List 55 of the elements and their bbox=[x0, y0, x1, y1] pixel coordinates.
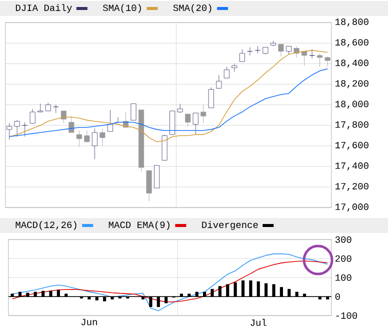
candlestick bbox=[224, 66, 230, 78]
legend-label: SMA(20) bbox=[173, 4, 212, 13]
legend-label: MACD EMA(9) bbox=[108, 221, 170, 230]
y-tick-label: 300 bbox=[335, 236, 352, 243]
y-tick-label: 17,000 bbox=[335, 204, 368, 212]
candlestick bbox=[6, 123, 12, 140]
candlestick bbox=[84, 130, 90, 144]
candlestick bbox=[68, 116, 74, 133]
candlestick bbox=[14, 120, 20, 137]
candlestick bbox=[76, 130, 82, 148]
candlestick bbox=[185, 114, 191, 127]
y-tick-label: 17,200 bbox=[335, 182, 368, 192]
candlestick bbox=[30, 108, 36, 124]
candlestick bbox=[239, 49, 245, 62]
legend-label: SMA(10) bbox=[102, 4, 141, 13]
candlestick bbox=[22, 122, 28, 137]
candlestick bbox=[38, 104, 44, 112]
y-tick-label: 17,400 bbox=[335, 162, 368, 170]
candlestick bbox=[317, 53, 323, 67]
candlestick bbox=[247, 47, 253, 56]
y-tick-label: 17,800 bbox=[335, 121, 368, 130]
candlestick bbox=[208, 87, 214, 108]
x-tick-label: Jun bbox=[81, 318, 97, 326]
y-tick-label: 0 bbox=[335, 293, 340, 300]
candlestick bbox=[177, 104, 183, 114]
candlestick bbox=[278, 44, 284, 57]
y-tick-label: 17,600 bbox=[335, 142, 368, 150]
y-tick-label: 200 bbox=[335, 255, 352, 262]
y-tick-label: 100 bbox=[335, 274, 352, 281]
candlestick bbox=[232, 63, 238, 72]
legend-label: MACD(12,26) bbox=[16, 221, 76, 230]
y-tick-label: -100 bbox=[336, 312, 358, 319]
candlestick bbox=[309, 49, 315, 59]
candlestick bbox=[192, 112, 198, 135]
line-series bbox=[12, 260, 328, 302]
candlestick bbox=[170, 110, 176, 135]
candlestick bbox=[146, 170, 152, 202]
candlestick bbox=[130, 104, 136, 120]
y-tick-label: 18,400 bbox=[335, 60, 368, 68]
candlestick bbox=[254, 46, 260, 54]
legend-label: DJIA Daily bbox=[16, 4, 72, 13]
y-tick-label: 18,200 bbox=[335, 80, 368, 88]
y-tick-label: 18,800 bbox=[335, 18, 368, 27]
y-tick-label: 18,000 bbox=[335, 100, 368, 109]
candlestick bbox=[92, 128, 98, 160]
candlestick bbox=[107, 110, 113, 132]
candlestick bbox=[53, 104, 59, 114]
candlestick bbox=[200, 104, 206, 124]
candlestick bbox=[302, 51, 308, 66]
candlestick bbox=[216, 74, 222, 89]
candlestick bbox=[100, 128, 106, 146]
x-tick-label: Jul bbox=[250, 318, 266, 326]
y-tick-label: 18,600 bbox=[335, 39, 368, 48]
candlestick bbox=[154, 165, 160, 188]
legend-label: Divergence bbox=[202, 221, 258, 230]
